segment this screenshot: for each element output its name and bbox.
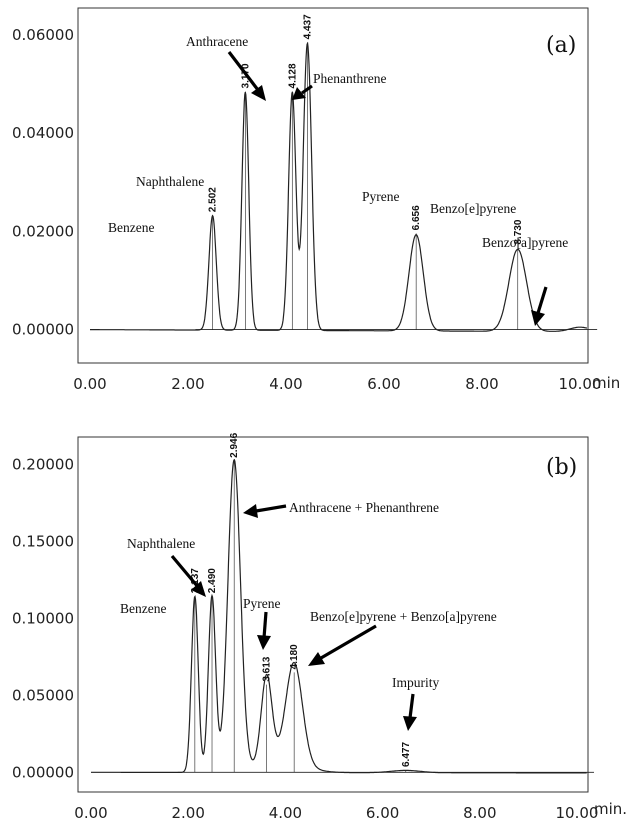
peak-rt-label-a: 8.730	[513, 219, 524, 244]
arrow-anthracene-phenanthrene-b	[243, 504, 287, 518]
x-tick-label-a: 2.00	[171, 375, 204, 393]
peak-rt-label-b: 2.490	[207, 568, 218, 593]
x-tick-label-b: 0.00	[74, 804, 107, 819]
y-tick-label-a: 0.04000	[12, 124, 74, 142]
x-tick-label-b: 6.00	[366, 804, 399, 819]
x-tick-label-a: 0.00	[73, 375, 106, 393]
peak-rt-label-b: 6.477	[401, 742, 412, 767]
x-tick-label-a: 10.00	[559, 375, 602, 393]
y-tick-label-b: 0.15000	[12, 533, 74, 551]
chromatogram-panel-b: (b) 0.00000 0.05000 0.10000 0.15000 0.20000 0…	[12, 432, 627, 819]
y-tick-label-b: 0.00000	[12, 763, 74, 781]
compound-label-benzene-b: Benzene	[120, 601, 166, 616]
compound-label-pyrene-b: Pyrene	[243, 596, 281, 611]
x-axis-unit-a: min	[592, 374, 620, 392]
y-tick-label-b: 0.05000	[12, 686, 74, 704]
peak-rt-label-b: 2.946	[229, 432, 240, 457]
y-tick-label-b: 0.10000	[12, 609, 74, 627]
compound-label-benzene-a: Benzene	[108, 220, 154, 235]
arrow-benzo-a-pyrene-a	[531, 286, 548, 326]
arrow-pyrene-b	[257, 611, 271, 650]
compound-label-naphthalene-a: Naphthalene	[136, 174, 204, 189]
chromatogram-trace-a	[90, 41, 588, 332]
peak-rt-label-a: 2.502	[208, 187, 219, 212]
x-tick-label-b: 4.00	[269, 804, 302, 819]
y-tick-label-a: 0.00000	[12, 321, 74, 339]
arrow-benzo-pyrenes-b	[308, 624, 377, 666]
x-tick-label-b: 10.00	[556, 804, 599, 819]
plot-frame-a	[77, 7, 589, 364]
peak-rt-label-b: 3.613	[262, 656, 273, 681]
x-tick-label-a: 8.00	[465, 375, 498, 393]
compound-label-phenanthrene-a: Phenanthrene	[313, 71, 386, 86]
plot-frame-b	[77, 436, 589, 793]
compound-label-benzo-a-pyrene-a: Benzo[a]pyrene	[482, 235, 568, 250]
arrow-naphthalene-b	[170, 554, 206, 597]
x-tick-label-a: 6.00	[367, 375, 400, 393]
peak-rt-label-a: 4.128	[287, 63, 298, 88]
x-tick-label-b: 2.00	[171, 804, 204, 819]
arrow-phenanthrene-a	[292, 84, 313, 100]
x-tick-label-b: 8.00	[463, 804, 496, 819]
compound-label-pyrene-a: Pyrene	[362, 189, 400, 204]
panel-label-b: (b)	[546, 455, 577, 480]
peak-rt-label-a: 6.656	[411, 205, 422, 230]
compound-label-anthracene-phenanthrene-b: Anthracene + Phenanthrene	[289, 500, 439, 515]
arrow-impurity-b	[403, 693, 417, 731]
chromatogram-panel-a: (a) 0.00000 0.02000 0.04000 0.06000 0.00 2.00…	[12, 7, 620, 393]
x-axis-unit-b: min.	[594, 800, 627, 818]
y-tick-label-a: 0.02000	[12, 222, 74, 240]
x-tick-label-a: 4.00	[269, 375, 302, 393]
y-tick-label-b: 0.20000	[12, 456, 74, 474]
compound-label-naphthalene-b: Naphthalene	[127, 536, 195, 551]
panel-label-a: (a)	[546, 33, 576, 58]
peak-rt-label-a: 4.437	[302, 14, 313, 39]
compound-label-anthracene-a: Anthracene	[186, 34, 248, 49]
compound-label-benzo-pyrenes-b: Benzo[e]pyrene + Benzo[a]pyrene	[310, 609, 497, 624]
peak-rt-label-b: 4.180	[289, 644, 300, 669]
compound-label-benzo-e-pyrene-a: Benzo[e]pyrene	[430, 201, 516, 216]
compound-label-impurity-b: Impurity	[392, 675, 439, 690]
arrow-anthracene-a	[227, 51, 266, 101]
y-tick-label-a: 0.06000	[12, 26, 74, 44]
peak-rt-label-b: 2.137	[190, 568, 201, 593]
